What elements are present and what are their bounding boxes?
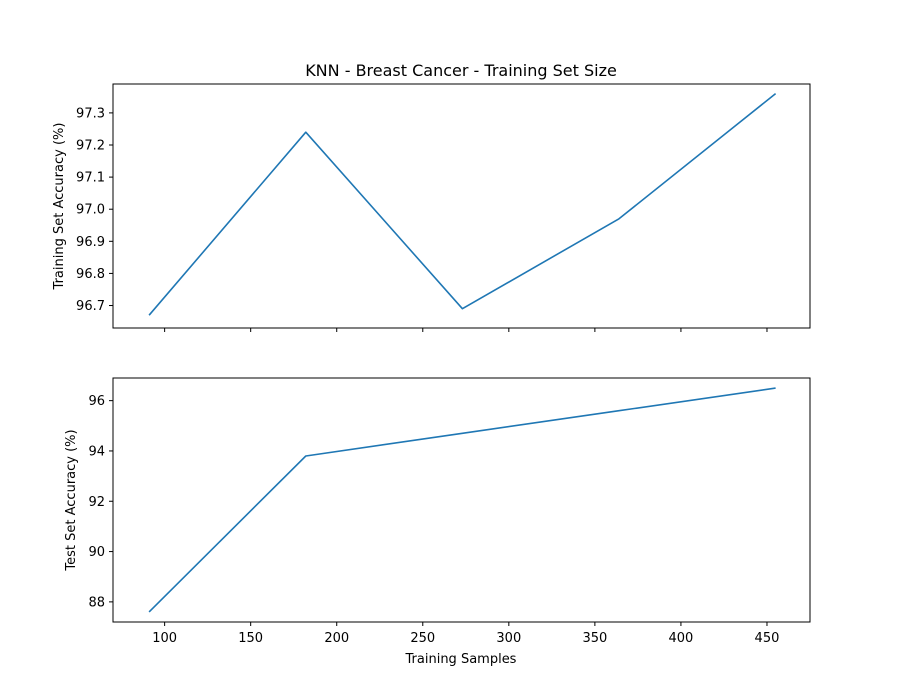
x-tick-label: 300: [496, 631, 521, 646]
training-accuracy-y-tick-label: 96.8: [76, 267, 105, 282]
training-accuracy-y-tick-label: 97.0: [76, 203, 105, 218]
training-accuracy-y-tick-label: 97.1: [76, 171, 105, 186]
training-accuracy-axes-frame: [112, 83, 811, 329]
x-tick-label: 350: [582, 631, 607, 646]
chart-title: KNN - Breast Cancer - Training Set Size: [305, 61, 617, 80]
test-accuracy-x-ticks: 100 150 200 250 300 350 400 450: [152, 622, 779, 646]
test-accuracy-y-tick-label: 96: [88, 394, 105, 409]
test-accuracy-y-ticks: 88 90 92 94 96: [88, 394, 113, 610]
x-tick-label: 250: [410, 631, 435, 646]
x-tick-label: 100: [152, 631, 177, 646]
training-accuracy-x-ticks: [164, 328, 768, 332]
test-accuracy-line: [148, 387, 776, 613]
test-accuracy-y-tick-label: 94: [88, 444, 105, 459]
x-tick-label: 450: [755, 631, 780, 646]
training-accuracy-y-tick-label: 96.7: [76, 299, 105, 314]
test-accuracy-y-tick-label: 88: [88, 595, 105, 610]
training-accuracy-y-tick-label: 97.2: [76, 139, 105, 154]
x-tick-label: 200: [324, 631, 349, 646]
test-accuracy-y-tick-label: 90: [88, 545, 105, 560]
x-axis-label: Training Samples: [405, 652, 517, 667]
training-accuracy-y-axis-label: Training Set Accuracy (%): [52, 123, 67, 291]
training-accuracy-y-tick-label: 97.3: [76, 106, 105, 121]
test-accuracy-y-tick-label: 92: [88, 495, 105, 510]
training-accuracy-y-tick-label: 96.9: [76, 235, 105, 250]
training-accuracy-subplot: 96.7 96.8 96.9 97.0 97.1 97.2 97.3 Training Se…: [52, 83, 811, 332]
training-accuracy-points: [148, 93, 776, 317]
test-accuracy-y-axis-label: Test Set Accuracy (%): [64, 429, 79, 571]
x-tick-label: 400: [669, 631, 694, 646]
training-accuracy-line: [148, 92, 777, 316]
training-accuracy-y-ticks: 96.7 96.8 96.9 97.0 97.1 97.2 97.3: [76, 106, 113, 314]
test-accuracy-axes-frame: [112, 377, 811, 623]
test-accuracy-points: [148, 387, 776, 613]
test-accuracy-subplot: 88 90 92 94 96 100 150 200 250 300 350 400 450 Test…: [64, 377, 811, 646]
x-tick-label: 150: [238, 631, 263, 646]
